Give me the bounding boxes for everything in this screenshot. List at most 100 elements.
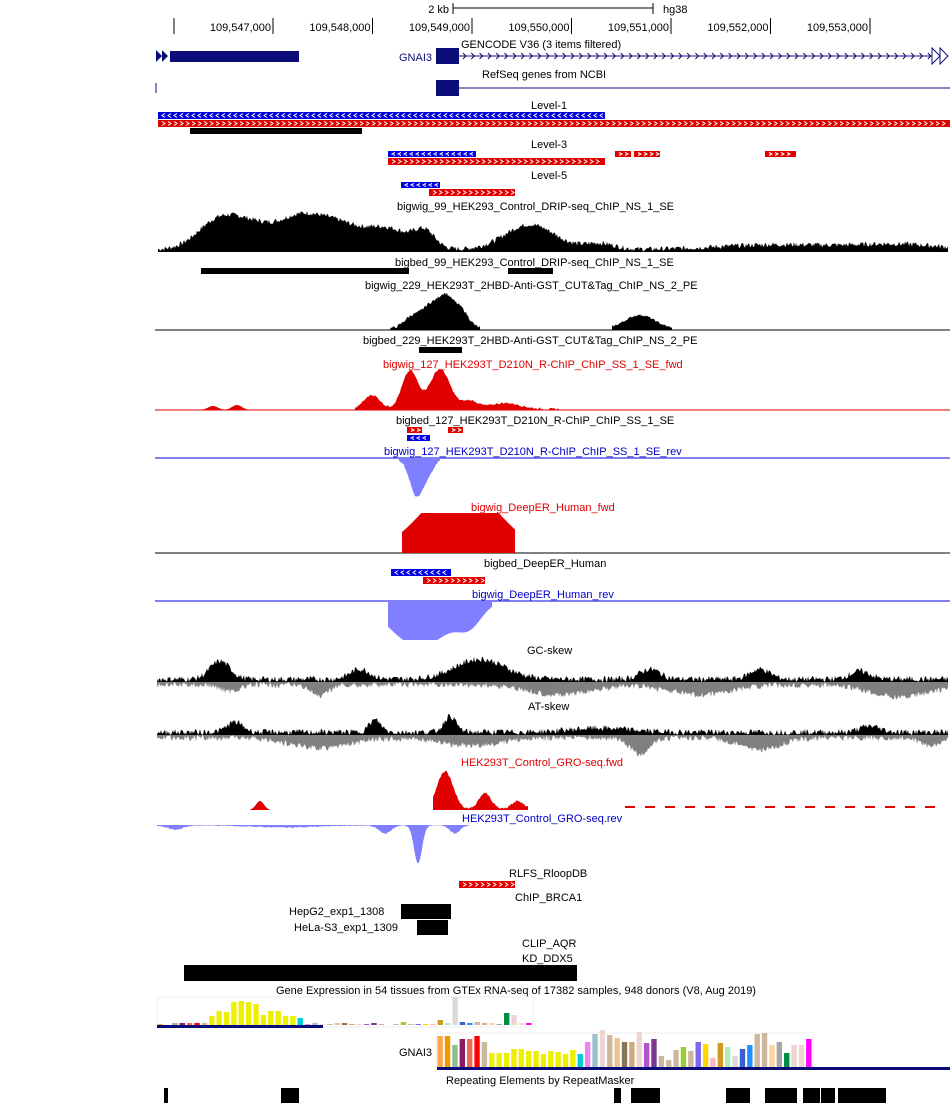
gtex-tissue-bar[interactable] — [474, 1036, 480, 1067]
gtex-tissue-bar-small[interactable] — [253, 1004, 259, 1025]
gtex-tissue-bar[interactable] — [725, 1047, 731, 1067]
gtex-tissue-bar[interactable] — [452, 1045, 458, 1067]
gtex-tissue-bar[interactable] — [710, 1058, 716, 1067]
level3-forward-feature[interactable] — [388, 158, 605, 165]
gtex-tissue-bar-small[interactable] — [209, 1016, 215, 1025]
gtex-tissue-bar-small[interactable] — [481, 1023, 488, 1025]
gtex-tissue-bar-small[interactable] — [489, 1023, 495, 1025]
gtex-tissue-bar-small[interactable] — [297, 1018, 303, 1025]
gtex-tissue-bar-small[interactable] — [268, 1011, 274, 1025]
gtex-tissue-bar[interactable] — [702, 1044, 709, 1067]
gencode-gene-left[interactable] — [156, 50, 299, 62]
gtex-tissue-bar[interactable] — [761, 1033, 768, 1067]
gtex-tissue-bar-small[interactable] — [238, 1001, 244, 1025]
track-label-clipaqr[interactable]: CLIP_AQR — [522, 938, 576, 950]
gtex-tissue-bar-small[interactable] — [371, 1023, 377, 1025]
track-label-hepg2[interactable]: HepG2_exp1_1308 — [289, 906, 384, 918]
gtex-tissue-bar[interactable] — [548, 1051, 554, 1067]
gtex-tissue-bar-small[interactable] — [445, 1023, 451, 1025]
gtex-tissue-bar[interactable] — [525, 1051, 532, 1067]
gtex-tissue-bar[interactable] — [791, 1045, 797, 1067]
gtex-tissue-bar[interactable] — [651, 1039, 657, 1067]
gtex-tissue-bar[interactable] — [732, 1056, 738, 1067]
level3-forward-feature[interactable] — [765, 151, 796, 157]
gtex-tissue-bar-small[interactable] — [327, 1024, 333, 1025]
level5-reverse-feature[interactable] — [401, 182, 440, 188]
repeat-element[interactable] — [838, 1088, 886, 1103]
gtex-tissue-bar-small[interactable] — [452, 997, 458, 1025]
gtex-tissue-bar[interactable] — [562, 1054, 569, 1067]
bigbed99-peak[interactable] — [508, 268, 553, 274]
gtex-tissue-bar-small[interactable] — [304, 1024, 311, 1025]
repeat-element[interactable] — [765, 1088, 797, 1103]
gtex-tissue-bar[interactable] — [570, 1050, 576, 1067]
gtex-tissue-bar-small[interactable] — [363, 1024, 370, 1025]
track-label-deeperfwd[interactable]: bigwig_DeepER_Human_fwd — [471, 502, 615, 514]
gtex-tissue-bar[interactable] — [607, 1035, 613, 1067]
gtex-tissue-bar[interactable] — [533, 1051, 539, 1067]
gtex-tissue-bar-small[interactable] — [245, 1002, 252, 1025]
track-label-grorev[interactable]: HEK293T_Control_GRO-seq.rev — [462, 813, 623, 825]
gtex-tissue-bar[interactable] — [680, 1047, 687, 1067]
level3-forward-feature[interactable] — [634, 151, 661, 157]
repeat-element[interactable] — [726, 1088, 750, 1103]
gtex-tissue-bar[interactable] — [643, 1043, 650, 1067]
track-label-level3[interactable]: Level-3 — [531, 139, 567, 151]
track-label-deeperbed[interactable]: bigbed_DeepER_Human — [484, 558, 606, 570]
track-label-rlfs[interactable]: RLFS_RloopDB — [509, 868, 587, 880]
track-label-gtex[interactable]: Gene Expression in 54 tissues from GTEx … — [276, 985, 756, 997]
gencode-gene-gnai3[interactable] — [436, 46, 949, 66]
track-label-bigwig99[interactable]: bigwig_99_HEK293_Control_DRIP-seq_ChIP_N… — [397, 201, 674, 213]
gtex-tissue-bar[interactable] — [437, 1036, 443, 1067]
gtex-tissue-bar-small[interactable] — [415, 1024, 421, 1025]
gtex-tissue-bar-small[interactable] — [408, 1024, 414, 1025]
repeat-element[interactable] — [821, 1088, 835, 1103]
gtex-tissue-bar[interactable] — [503, 1053, 510, 1067]
gtex-tissue-bar[interactable] — [496, 1053, 502, 1067]
gtex-expression[interactable] — [156, 996, 950, 1070]
track-label-level5[interactable]: Level-5 — [531, 170, 567, 182]
bigbed229-peak[interactable] — [419, 347, 462, 353]
gtex-tissue-bar[interactable] — [688, 1051, 694, 1067]
gtex-tissue-bar-small[interactable] — [186, 1023, 193, 1025]
gtex-tissue-bar[interactable] — [584, 1042, 591, 1067]
gtex-tissue-bar-small[interactable] — [467, 1023, 473, 1025]
level1-feature[interactable] — [190, 128, 362, 134]
track-label-bigbed127[interactable]: bigbed_127_HEK293T_D210N_R-ChIP_ChIP_SS_… — [396, 415, 674, 427]
deeper-forward-region[interactable] — [423, 577, 485, 584]
gtex-tissue-bar[interactable] — [717, 1043, 724, 1067]
gtex-tissue-bar-small[interactable] — [216, 1011, 222, 1025]
gtex-tissue-bar[interactable] — [806, 1039, 812, 1067]
gtex-tissue-bar[interactable] — [636, 1032, 642, 1067]
gtex-tissue-bar[interactable] — [481, 1042, 488, 1067]
gtex-tissue-bar[interactable] — [784, 1053, 790, 1067]
track-label-deeperrev[interactable]: bigwig_DeepER_Human_rev — [472, 589, 614, 601]
gtex-tissue-bar-small[interactable] — [231, 1002, 237, 1025]
gtex-tissue-bar[interactable] — [776, 1042, 783, 1067]
level3-forward-feature[interactable] — [615, 151, 631, 157]
gtex-tissue-bar[interactable] — [599, 1030, 606, 1067]
gtex-tissue-bar-small[interactable] — [172, 1023, 178, 1025]
gtex-tissue-bar[interactable] — [489, 1053, 495, 1067]
level1-reverse-feature[interactable] — [158, 112, 605, 119]
refseq-track-label[interactable]: RefSeq genes from NCBI — [482, 69, 606, 81]
gtex-tissue-bar-small[interactable] — [157, 1024, 163, 1025]
gtex-tissue-bar-small[interactable] — [349, 1024, 355, 1025]
gtex-tissue-bar-small[interactable] — [378, 1024, 385, 1025]
gtex-tissue-bar-small[interactable] — [393, 1024, 399, 1025]
level1-forward-feature[interactable] — [158, 120, 950, 127]
track-label-gcskew[interactable]: GC-skew — [527, 645, 572, 657]
gtex-tissue-bar[interactable] — [555, 1052, 561, 1067]
repeat-element[interactable] — [281, 1088, 299, 1103]
track-label-chipbrca1[interactable]: ChIP_BRCA1 — [515, 892, 582, 904]
track-label-bigwig127fwd[interactable]: bigwig_127_HEK293T_D210N_R-ChIP_ChIP_SS_… — [383, 359, 683, 371]
gtex-tissue-bar-small[interactable] — [194, 1023, 200, 1025]
gtex-tissue-bar[interactable] — [666, 1060, 672, 1067]
gtex-tissue-bar[interactable] — [673, 1050, 679, 1067]
gtex-tissue-bar-small[interactable] — [511, 1015, 517, 1025]
bigbed99-peak[interactable] — [201, 268, 409, 274]
gtex-tissue-bar-small[interactable] — [334, 1023, 340, 1025]
gtex-tissue-bar-small[interactable] — [290, 1016, 296, 1025]
level3-reverse-feature[interactable] — [388, 151, 476, 157]
